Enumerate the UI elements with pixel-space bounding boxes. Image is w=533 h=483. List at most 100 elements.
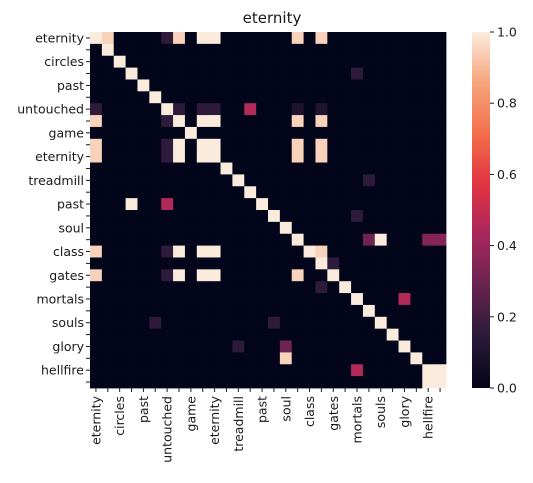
heatmap-cell	[268, 293, 281, 306]
heatmap-cell	[137, 281, 150, 294]
heatmap-cell	[422, 150, 435, 163]
heatmap-cell	[113, 43, 126, 57]
heatmap-cell	[184, 281, 198, 294]
heatmap-cell	[315, 55, 328, 68]
heatmap-cell	[125, 186, 138, 199]
heatmap-cell	[173, 43, 186, 57]
heatmap-cell	[268, 67, 281, 80]
heatmap-cell	[113, 233, 126, 246]
heatmap-cell	[149, 376, 162, 389]
heatmap-cell	[374, 245, 388, 258]
heatmap-cell	[327, 328, 340, 341]
heatmap-cell	[90, 257, 103, 270]
heatmap-cell	[220, 198, 233, 211]
heatmap-cell	[398, 293, 411, 306]
heatmap-cell	[315, 174, 328, 187]
heatmap-cell	[125, 221, 138, 235]
heatmap-cell	[327, 376, 340, 389]
heatmap-cell	[101, 364, 115, 377]
x-tick-label: eternity	[88, 395, 103, 444]
heatmap-cell	[410, 376, 423, 389]
heatmap-cell	[137, 186, 150, 199]
heatmap-cell	[208, 364, 221, 377]
heatmap-cell	[327, 43, 340, 57]
heatmap-cells	[90, 32, 447, 389]
heatmap-cell	[184, 43, 198, 57]
heatmap-cell	[410, 352, 423, 365]
heatmap-cell	[339, 186, 352, 199]
heatmap-cell	[327, 150, 340, 163]
heatmap-cell	[196, 340, 210, 353]
heatmap-cell	[327, 126, 340, 140]
heatmap-cell	[125, 115, 138, 128]
heatmap-cell	[362, 221, 376, 235]
heatmap-cell	[374, 55, 388, 68]
heatmap-cell	[398, 162, 411, 175]
heatmap-cell	[315, 233, 328, 246]
heatmap-cell	[161, 174, 174, 187]
heatmap-cell	[184, 186, 198, 199]
heatmap-cell	[339, 162, 352, 175]
heatmap-cell	[196, 115, 210, 128]
heatmap-cell	[208, 316, 221, 330]
heatmap-cell	[113, 174, 126, 187]
heatmap-cell	[256, 43, 269, 57]
heatmap-cell	[256, 340, 269, 353]
heatmap-cell	[90, 245, 103, 258]
heatmap-cell	[422, 376, 435, 389]
heatmap-cell	[220, 91, 233, 104]
x-tick-label: mortals	[350, 396, 365, 444]
heatmap-cell	[125, 340, 138, 353]
heatmap-cell	[303, 103, 316, 116]
chart-title: eternity	[243, 9, 302, 27]
heatmap-cell	[422, 174, 435, 187]
heatmap-cell	[291, 198, 304, 211]
heatmap-cell	[149, 328, 162, 341]
heatmap-cell	[279, 103, 293, 116]
heatmap-cell	[208, 328, 221, 341]
heatmap-cell	[315, 340, 328, 353]
heatmap-cell	[362, 174, 376, 187]
heatmap-cell	[256, 186, 269, 199]
heatmap-cell	[90, 198, 103, 211]
heatmap-cell	[303, 245, 316, 258]
x-tick-label: treadmill	[231, 396, 246, 452]
heatmap-cell	[303, 79, 316, 92]
heatmap-cell	[173, 281, 186, 294]
heatmap-cell	[434, 198, 447, 211]
heatmap-cell	[173, 138, 186, 152]
heatmap-cell	[422, 352, 435, 365]
heatmap-cell	[351, 67, 364, 80]
heatmap-cell	[113, 304, 126, 318]
heatmap-cell	[374, 186, 388, 199]
heatmap-cell	[232, 79, 245, 92]
heatmap-cell	[362, 257, 376, 270]
heatmap-cell	[291, 174, 304, 187]
heatmap-cell	[362, 304, 376, 318]
heatmap-cell	[184, 91, 198, 104]
heatmap-cell	[374, 293, 388, 306]
heatmap-cell	[149, 162, 162, 175]
heatmap-cell	[434, 174, 447, 187]
heatmap-cell	[244, 304, 257, 318]
heatmap-cell	[90, 352, 103, 365]
heatmap-cell	[410, 162, 423, 175]
heatmap-cell	[149, 269, 162, 282]
heatmap-cell	[303, 376, 316, 389]
heatmap-cell	[137, 340, 150, 353]
heatmap-cell	[351, 233, 364, 246]
x-tick-label: untouched	[160, 396, 175, 463]
heatmap-cell	[351, 162, 364, 175]
heatmap-cell	[339, 198, 352, 211]
heatmap-cell	[279, 304, 293, 318]
heatmap-cell	[208, 186, 221, 199]
heatmap-cell	[125, 162, 138, 175]
heatmap-cell	[149, 79, 162, 92]
heatmap-cell	[137, 328, 150, 341]
heatmap-cell	[208, 91, 221, 104]
heatmap-cell	[137, 67, 150, 80]
heatmap-cell	[315, 304, 328, 318]
heatmap-cell	[339, 293, 352, 306]
heatmap-cell	[161, 162, 174, 175]
heatmap-cell	[268, 198, 281, 211]
